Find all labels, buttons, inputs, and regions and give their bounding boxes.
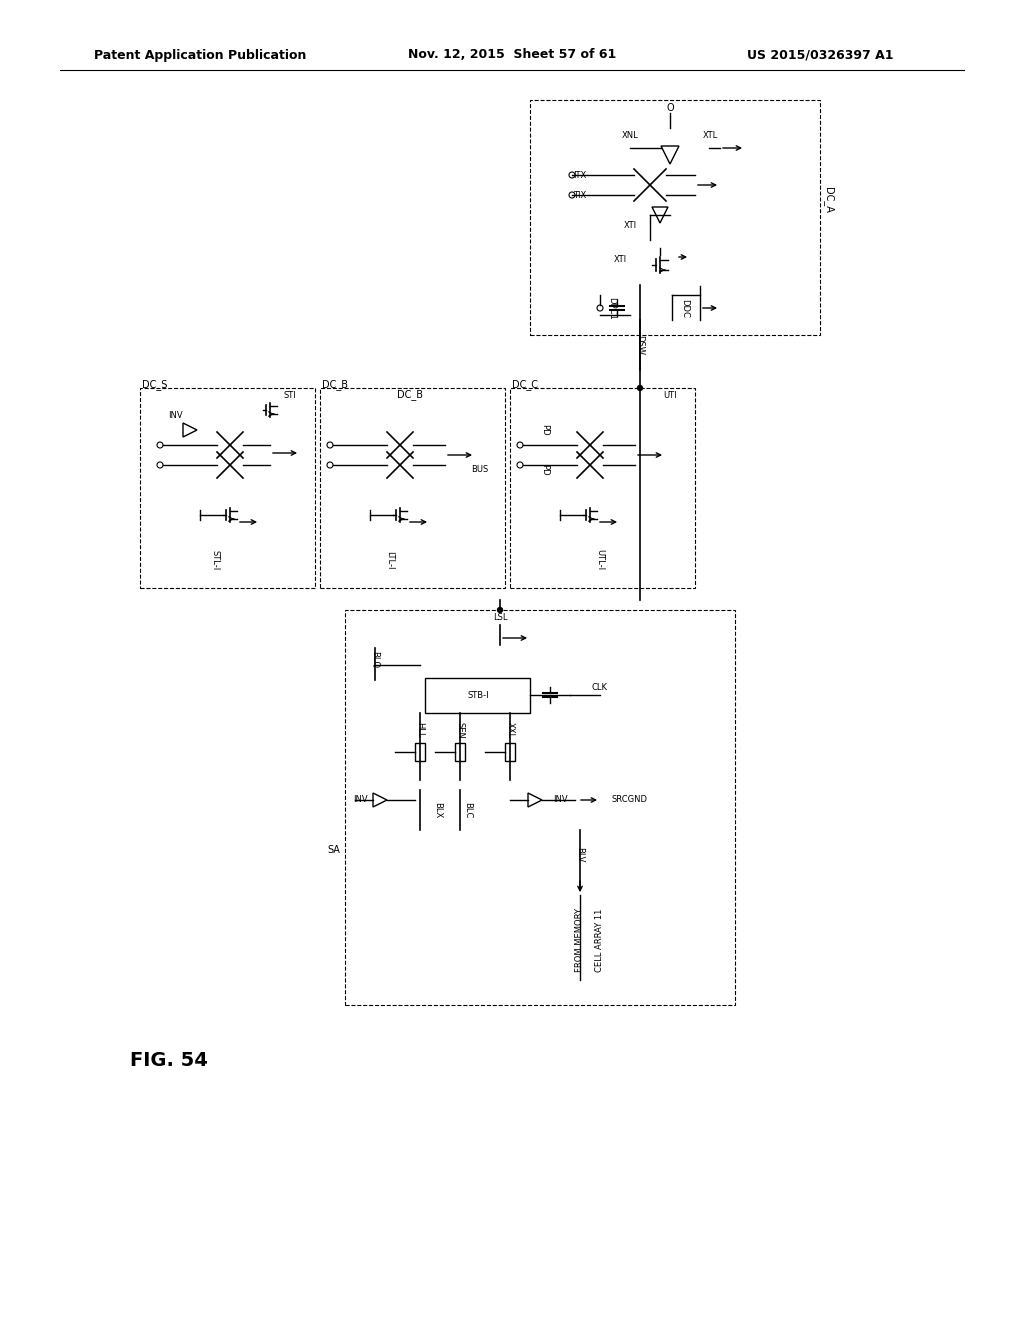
Text: ITX: ITX (573, 170, 587, 180)
Text: BLQ: BLQ (371, 652, 380, 668)
Text: DDC: DDC (681, 298, 689, 317)
Text: Nov. 12, 2015  Sheet 57 of 61: Nov. 12, 2015 Sheet 57 of 61 (408, 49, 616, 62)
Text: US 2015/0326397 A1: US 2015/0326397 A1 (746, 49, 893, 62)
Bar (425, 678, 530, 713)
Text: FIG. 54: FIG. 54 (130, 1051, 208, 1069)
Text: INV: INV (553, 796, 567, 804)
Text: SEN: SEN (456, 722, 465, 738)
Text: XXL: XXL (506, 722, 514, 738)
Circle shape (638, 385, 642, 391)
Text: LSL: LSL (493, 614, 507, 623)
Bar (415, 743, 425, 762)
Text: DC_B: DC_B (397, 389, 423, 400)
Text: DC_B: DC_B (322, 380, 348, 391)
Bar (140, 388, 315, 587)
Text: XTI: XTI (624, 220, 637, 230)
Text: UTI: UTI (664, 391, 677, 400)
Text: DPC1: DPC1 (607, 297, 616, 319)
Text: SA: SA (327, 845, 340, 855)
Text: XTI: XTI (613, 256, 627, 264)
Text: SRCGND: SRCGND (612, 796, 648, 804)
Text: CLK: CLK (592, 684, 608, 693)
Text: TIX: TIX (573, 190, 587, 199)
Text: LTL-I: LTL-I (385, 550, 394, 569)
Text: STL-I: STL-I (211, 550, 219, 570)
Text: DC_C: DC_C (512, 380, 538, 391)
Text: BUS: BUS (471, 466, 488, 474)
Bar (505, 743, 515, 762)
Text: PD: PD (541, 465, 550, 475)
Text: DC_S: DC_S (142, 380, 167, 391)
Text: PD: PD (541, 424, 550, 436)
Text: BLX: BLX (433, 801, 442, 818)
Bar (530, 100, 820, 335)
Text: XNL: XNL (622, 131, 638, 140)
Text: STI: STI (284, 391, 296, 400)
Text: DSW: DSW (636, 335, 644, 355)
Text: UTL-I: UTL-I (596, 549, 604, 570)
Text: BLC: BLC (464, 801, 472, 818)
Text: INV: INV (352, 796, 368, 804)
Text: FROM MEMORY: FROM MEMORY (575, 908, 585, 972)
Text: XTL: XTL (702, 131, 718, 140)
Text: INV: INV (168, 411, 182, 420)
Bar (319, 388, 505, 587)
Text: DC_A: DC_A (822, 187, 834, 213)
Text: BLV: BLV (575, 847, 585, 863)
Text: O: O (667, 103, 674, 114)
Circle shape (498, 607, 503, 612)
Bar (510, 388, 695, 587)
Text: STB-I: STB-I (467, 692, 488, 701)
Text: CELL ARRAY 11: CELL ARRAY 11 (596, 908, 604, 972)
Bar (345, 610, 735, 1005)
Bar (455, 743, 465, 762)
Text: HLL: HLL (416, 722, 425, 738)
Text: Patent Application Publication: Patent Application Publication (94, 49, 306, 62)
